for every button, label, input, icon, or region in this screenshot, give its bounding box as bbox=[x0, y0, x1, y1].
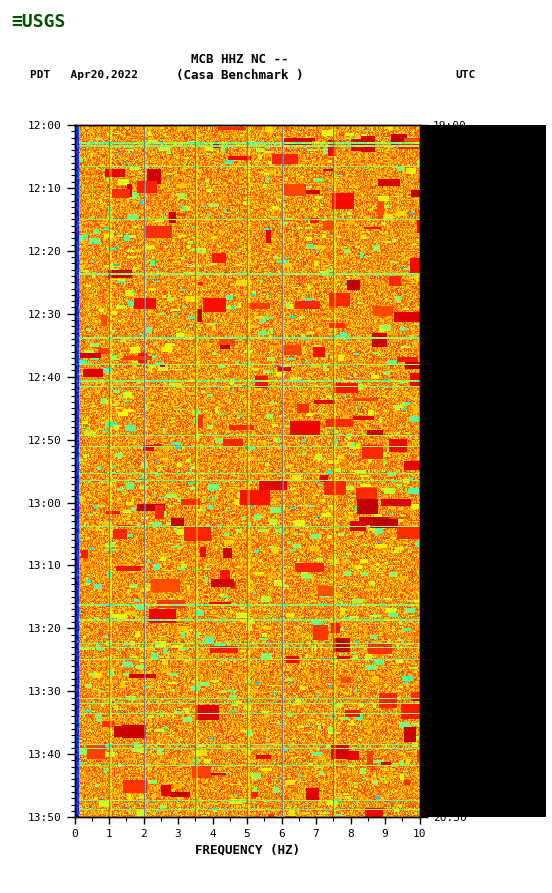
X-axis label: FREQUENCY (HZ): FREQUENCY (HZ) bbox=[194, 843, 300, 856]
Text: UTC: UTC bbox=[455, 70, 476, 80]
Text: ≡USGS: ≡USGS bbox=[11, 13, 66, 31]
Text: MCB HHZ NC --: MCB HHZ NC -- bbox=[192, 54, 289, 66]
Text: PDT   Apr20,2022: PDT Apr20,2022 bbox=[30, 70, 139, 80]
Text: (Casa Benchmark ): (Casa Benchmark ) bbox=[177, 69, 304, 81]
